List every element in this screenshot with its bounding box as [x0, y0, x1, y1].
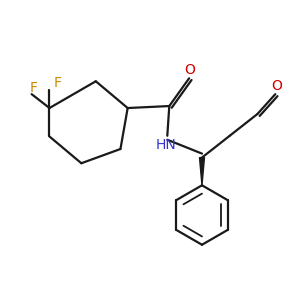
Polygon shape — [200, 158, 205, 185]
Text: F: F — [53, 76, 62, 90]
Text: HN: HN — [156, 138, 177, 152]
Text: F: F — [30, 81, 38, 95]
Text: O: O — [271, 79, 282, 93]
Text: O: O — [185, 63, 196, 77]
